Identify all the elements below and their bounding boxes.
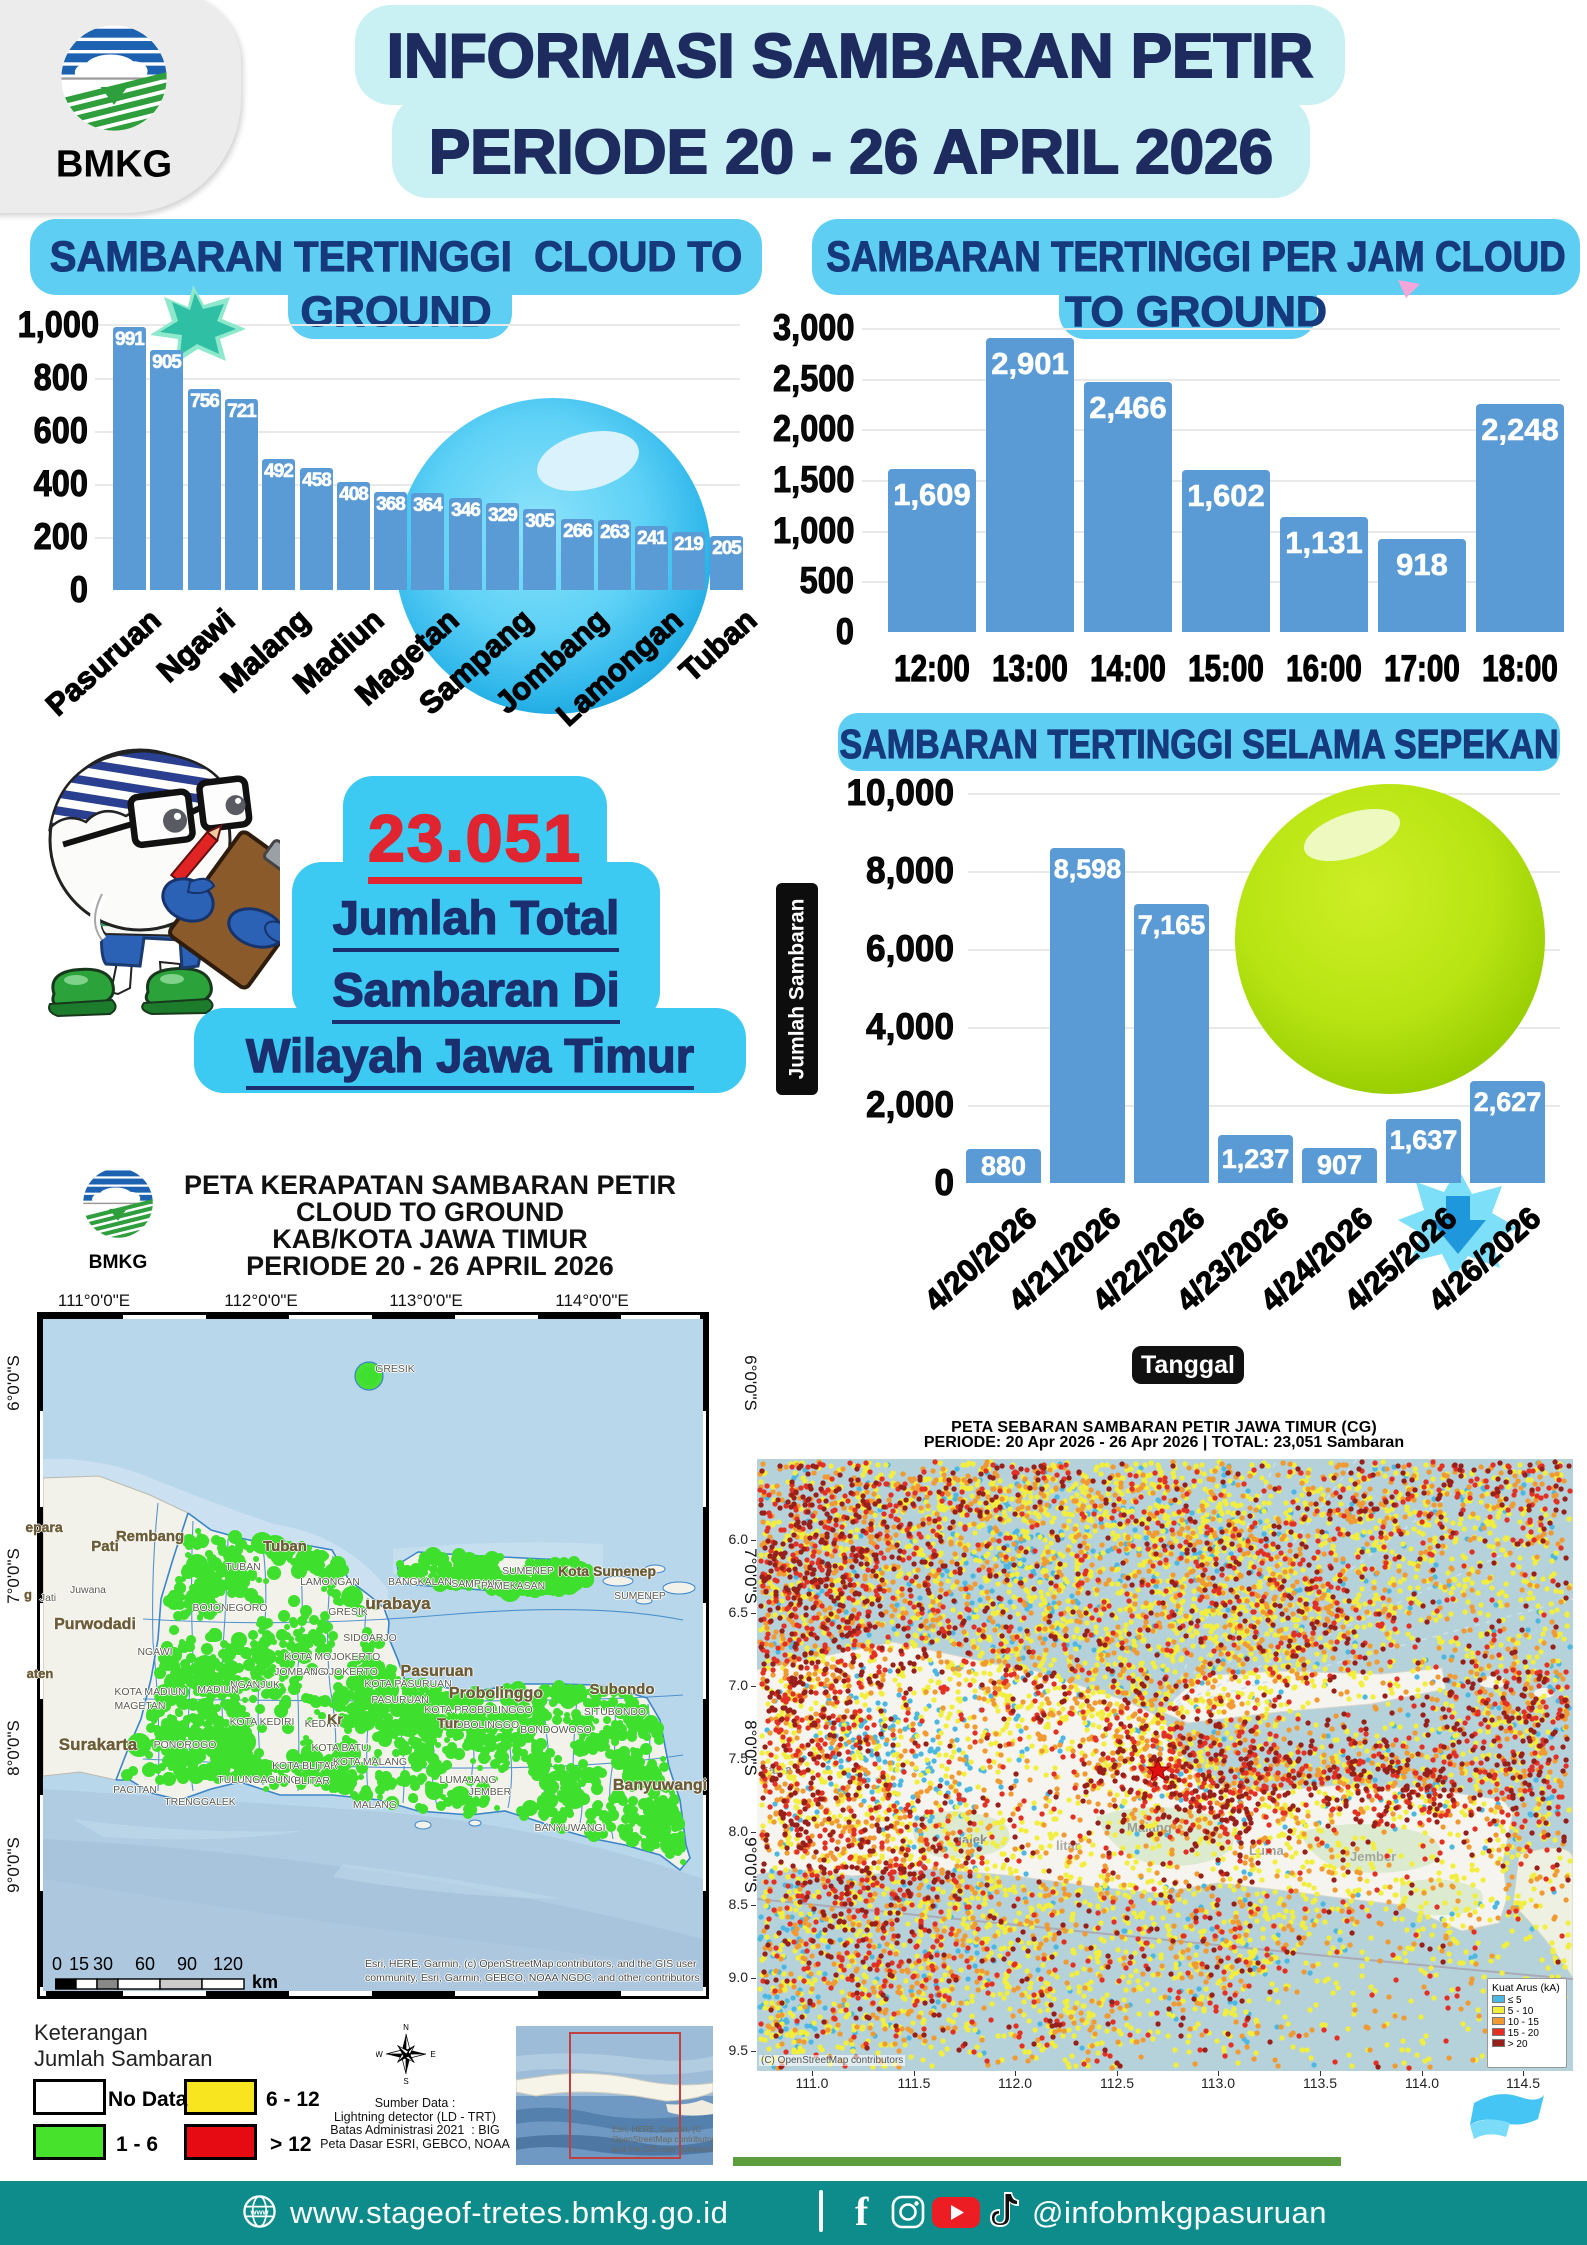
svg-text:and the GIS user community: and the GIS user community [612,2144,713,2154]
svg-text:OpenStreetMap contributors,: OpenStreetMap contributors, [612,2134,713,2144]
svg-text:N: N [403,2023,409,2032]
svg-text:S: S [403,2077,408,2086]
svg-text:E: E [430,2050,435,2059]
svg-text:W: W [376,2050,383,2059]
svg-text:BMKG: BMKG [58,144,170,186]
svg-text:www: www [249,2207,269,2216]
svg-text:BMKG: BMKG [89,1252,148,1273]
svg-text:Esri, HERE, Garmin, (C: Esri, HERE, Garmin, (C [612,2124,701,2134]
svg-text:Jember: Jember [1350,1849,1396,1864]
